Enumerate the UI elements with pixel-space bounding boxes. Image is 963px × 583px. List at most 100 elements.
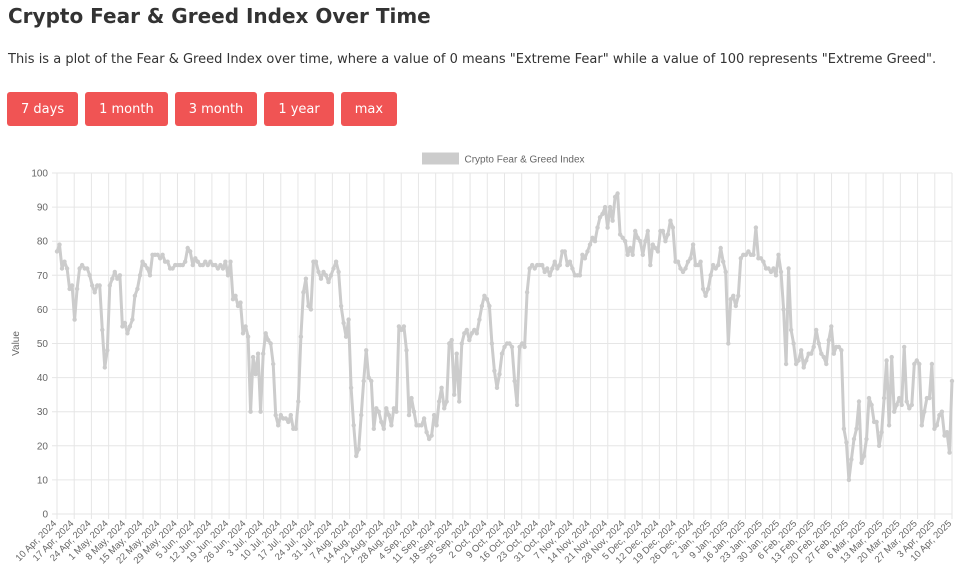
data-point [771, 266, 776, 271]
data-point [343, 334, 349, 339]
data-point [680, 269, 686, 275]
data-point [447, 341, 452, 346]
data-point [479, 303, 485, 309]
range-3-month-button[interactable]: 3 month [174, 92, 258, 126]
data-point [660, 228, 666, 234]
data-point [705, 286, 711, 292]
data-point [816, 341, 821, 346]
data-point [218, 262, 223, 268]
data-point [922, 409, 927, 414]
range-1-month-button[interactable]: 1 month [85, 92, 168, 126]
data-point [530, 262, 535, 268]
data-point [592, 239, 598, 244]
data-point [793, 361, 799, 367]
data-point [640, 252, 645, 257]
data-point [605, 225, 610, 230]
data-point [577, 273, 583, 278]
data-point [617, 232, 623, 237]
data-point [746, 249, 751, 254]
data-point [758, 256, 764, 261]
data-point [804, 358, 809, 363]
data-point [786, 266, 791, 271]
data-point [799, 348, 804, 353]
data-point [668, 218, 673, 223]
data-point [394, 409, 399, 414]
data-point [902, 344, 907, 350]
data-point [512, 378, 517, 384]
data-point [57, 242, 62, 247]
data-point [306, 303, 311, 309]
data-point [728, 297, 733, 302]
data-point [364, 348, 369, 353]
data-point [130, 317, 135, 322]
data-point [85, 266, 90, 271]
range-1-year-button[interactable]: 1 year [264, 92, 334, 126]
data-point [117, 273, 123, 278]
data-point [839, 348, 844, 353]
data-point [444, 399, 449, 404]
data-point [122, 320, 128, 326]
data-point [323, 273, 329, 278]
data-point [97, 283, 102, 288]
data-point [125, 331, 130, 336]
data-point [552, 259, 557, 264]
y-tick-label: 10 [37, 475, 49, 486]
data-point [477, 317, 482, 322]
data-point [623, 239, 628, 244]
data-point [180, 262, 185, 268]
data-point [582, 256, 588, 261]
data-point [545, 266, 550, 271]
data-point [348, 385, 354, 390]
data-point [268, 341, 273, 346]
data-point [157, 256, 163, 261]
data-point [736, 293, 741, 298]
y-tick-label: 0 [42, 510, 48, 521]
data-point [630, 252, 635, 257]
data-point [64, 266, 70, 271]
data-point [253, 372, 258, 377]
data-point [328, 273, 334, 278]
data-point [333, 259, 339, 264]
data-point [942, 433, 947, 438]
data-point [683, 266, 688, 271]
data-point [768, 269, 774, 275]
data-point [934, 423, 940, 428]
data-point [484, 297, 490, 302]
data-point [670, 225, 676, 230]
data-point [62, 259, 67, 264]
data-point [384, 406, 389, 411]
data-point [502, 344, 507, 350]
y-tick-label: 90 [37, 203, 49, 214]
data-point [74, 286, 80, 292]
data-point [183, 259, 188, 264]
data-point [54, 249, 60, 254]
data-point [401, 324, 407, 329]
data-point [429, 433, 434, 438]
data-point [929, 361, 935, 367]
data-point [894, 402, 899, 408]
data-point [102, 365, 108, 370]
data-point [386, 412, 392, 418]
data-point [809, 351, 814, 356]
data-point [899, 402, 904, 408]
range-7-days-button[interactable]: 7 days [7, 92, 79, 126]
data-point [472, 327, 477, 333]
data-point [296, 399, 301, 404]
data-point [824, 361, 829, 367]
data-point [170, 266, 175, 271]
range-max-button[interactable]: max [340, 92, 398, 126]
data-point [801, 365, 806, 370]
data-point [831, 351, 836, 356]
data-point [653, 245, 658, 251]
data-point [947, 450, 952, 455]
data-point [288, 412, 293, 418]
data-point [90, 283, 95, 288]
data-point [266, 337, 271, 343]
data-point [127, 324, 133, 329]
data-point [225, 273, 231, 278]
data-point [711, 262, 716, 268]
data-point [897, 395, 902, 401]
data-point [120, 324, 125, 329]
data-point [557, 262, 562, 268]
y-tick-label: 50 [37, 339, 49, 350]
